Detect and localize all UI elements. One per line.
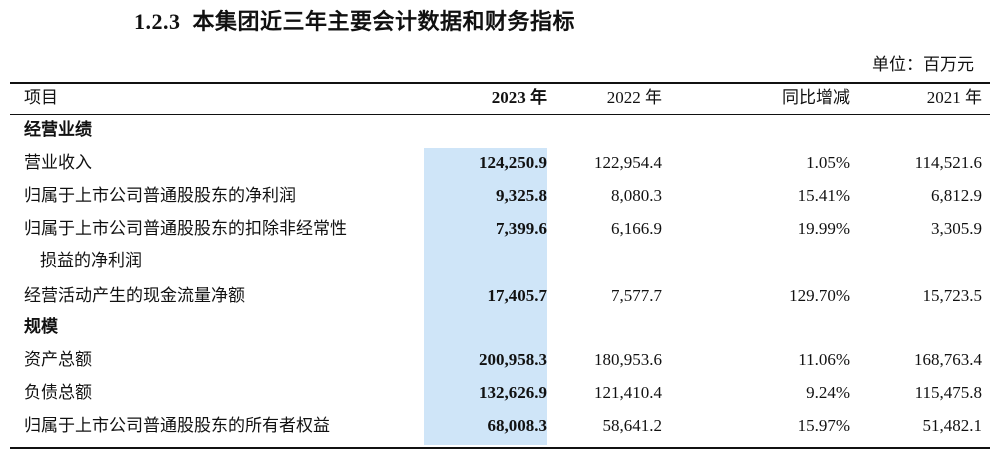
cell-2021: 15,723.5 [922, 286, 983, 305]
table-row: 资产总额 200,958.3 180,953.6 11.06% 168,763.… [10, 345, 990, 375]
row-label-continuation: 损益的净利润 [40, 251, 142, 270]
cell-yoy: 9.24% [806, 383, 850, 402]
cell-2021: 115,475.8 [914, 383, 982, 402]
cell-2023: 124,250.9 [479, 153, 547, 172]
table-row: 负债总额 132,626.9 121,410.4 9.24% 115,475.8 [10, 378, 990, 408]
column-header-item: 项目 [24, 88, 58, 107]
column-header-yoy: 同比增减 [782, 88, 850, 107]
table-header-row: 项目 2023 年 2022 年 同比增减 2021 年 [10, 83, 990, 113]
cell-2022: 121,410.4 [594, 383, 662, 402]
cell-2023: 9,325.8 [496, 186, 547, 205]
cell-yoy: 15.97% [797, 416, 850, 435]
section-row-performance: 经营业绩 [10, 115, 990, 145]
row-label: 归属于上市公司普通股股东的所有者权益 [24, 416, 330, 435]
section-row-scale: 规模 [10, 312, 990, 342]
column-header-2023: 2023 年 [491, 88, 547, 107]
cell-2023: 200,958.3 [479, 350, 547, 369]
cell-yoy: 129.70% [789, 286, 850, 305]
cell-2023: 17,405.7 [487, 286, 548, 305]
cell-2023: 7,399.6 [496, 219, 547, 238]
table-row: 归属于上市公司普通股股东的净利润 9,325.8 8,080.3 15.41% … [10, 181, 990, 211]
cell-2022: 180,953.6 [594, 350, 662, 369]
cell-yoy: 15.41% [797, 186, 850, 205]
table-row: 归属于上市公司普通股股东的所有者权益 68,008.3 58,641.2 15.… [10, 411, 990, 441]
section-number: 1.2.3 [134, 9, 181, 34]
cell-2021: 6,812.9 [931, 186, 982, 205]
row-label: 负债总额 [24, 383, 92, 402]
cell-2021: 51,482.1 [922, 416, 983, 435]
table-row-continuation: 损益的净利润 [10, 246, 990, 276]
cell-2021: 168,763.4 [914, 350, 982, 369]
column-header-2021: 2021 年 [926, 88, 982, 107]
section-heading: 1.2.3 本集团近三年主要会计数据和财务指标 [134, 4, 575, 36]
column-header-2022: 2022 年 [606, 88, 662, 107]
unit-label: 单位：百万元 [872, 55, 974, 74]
row-label: 归属于上市公司普通股股东的扣除非经常性 [24, 219, 347, 238]
header-divider [10, 114, 990, 115]
cell-2022: 58,641.2 [602, 416, 663, 435]
cell-2021: 114,521.6 [914, 153, 982, 172]
table-bottom-rule [10, 447, 990, 449]
cell-2023: 68,008.3 [487, 416, 548, 435]
cell-yoy: 1.05% [806, 153, 850, 172]
cell-2021: 3,305.9 [931, 219, 982, 238]
section-title: 本集团近三年主要会计数据和财务指标 [192, 9, 576, 34]
cell-yoy: 11.06% [798, 350, 850, 369]
row-label: 经营活动产生的现金流量净额 [24, 286, 245, 305]
row-label: 营业收入 [24, 153, 92, 172]
row-label: 资产总额 [24, 350, 92, 369]
table-row: 归属于上市公司普通股股东的扣除非经常性 7,399.6 6,166.9 19.9… [10, 214, 990, 244]
cell-yoy: 19.99% [797, 219, 850, 238]
row-label: 归属于上市公司普通股股东的净利润 [24, 186, 296, 205]
section-title-performance: 经营业绩 [24, 120, 92, 139]
cell-2022: 122,954.4 [594, 153, 662, 172]
highlight-2023-column [424, 148, 547, 445]
table-top-rule [10, 82, 990, 84]
cell-2022: 8,080.3 [611, 186, 662, 205]
table-row: 经营活动产生的现金流量净额 17,405.7 7,577.7 129.70% 1… [10, 281, 990, 311]
cell-2023: 132,626.9 [479, 383, 547, 402]
section-title-scale: 规模 [24, 317, 58, 336]
cell-2022: 6,166.9 [611, 219, 662, 238]
cell-2022: 7,577.7 [611, 286, 662, 305]
table-row: 营业收入 124,250.9 122,954.4 1.05% 114,521.6 [10, 148, 990, 178]
